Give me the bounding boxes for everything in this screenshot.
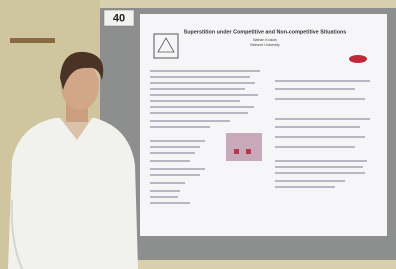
page: 40 Superstition under Competitive and No…	[0, 0, 396, 269]
poster-logo-red	[349, 55, 367, 63]
poster-figure	[226, 133, 262, 161]
photo: 40 Superstition under Competitive and No…	[0, 0, 396, 269]
poster-title: Superstition under Competitive and Non-c…	[184, 29, 347, 35]
board-number: 40	[113, 12, 125, 24]
poster-author: Nathan Krukow	[253, 38, 277, 42]
poster-figure-mark	[234, 149, 239, 154]
frame-edge	[10, 38, 55, 43]
poster-figure-mark	[246, 149, 251, 154]
poster-affiliation: Belmont University	[250, 43, 279, 47]
